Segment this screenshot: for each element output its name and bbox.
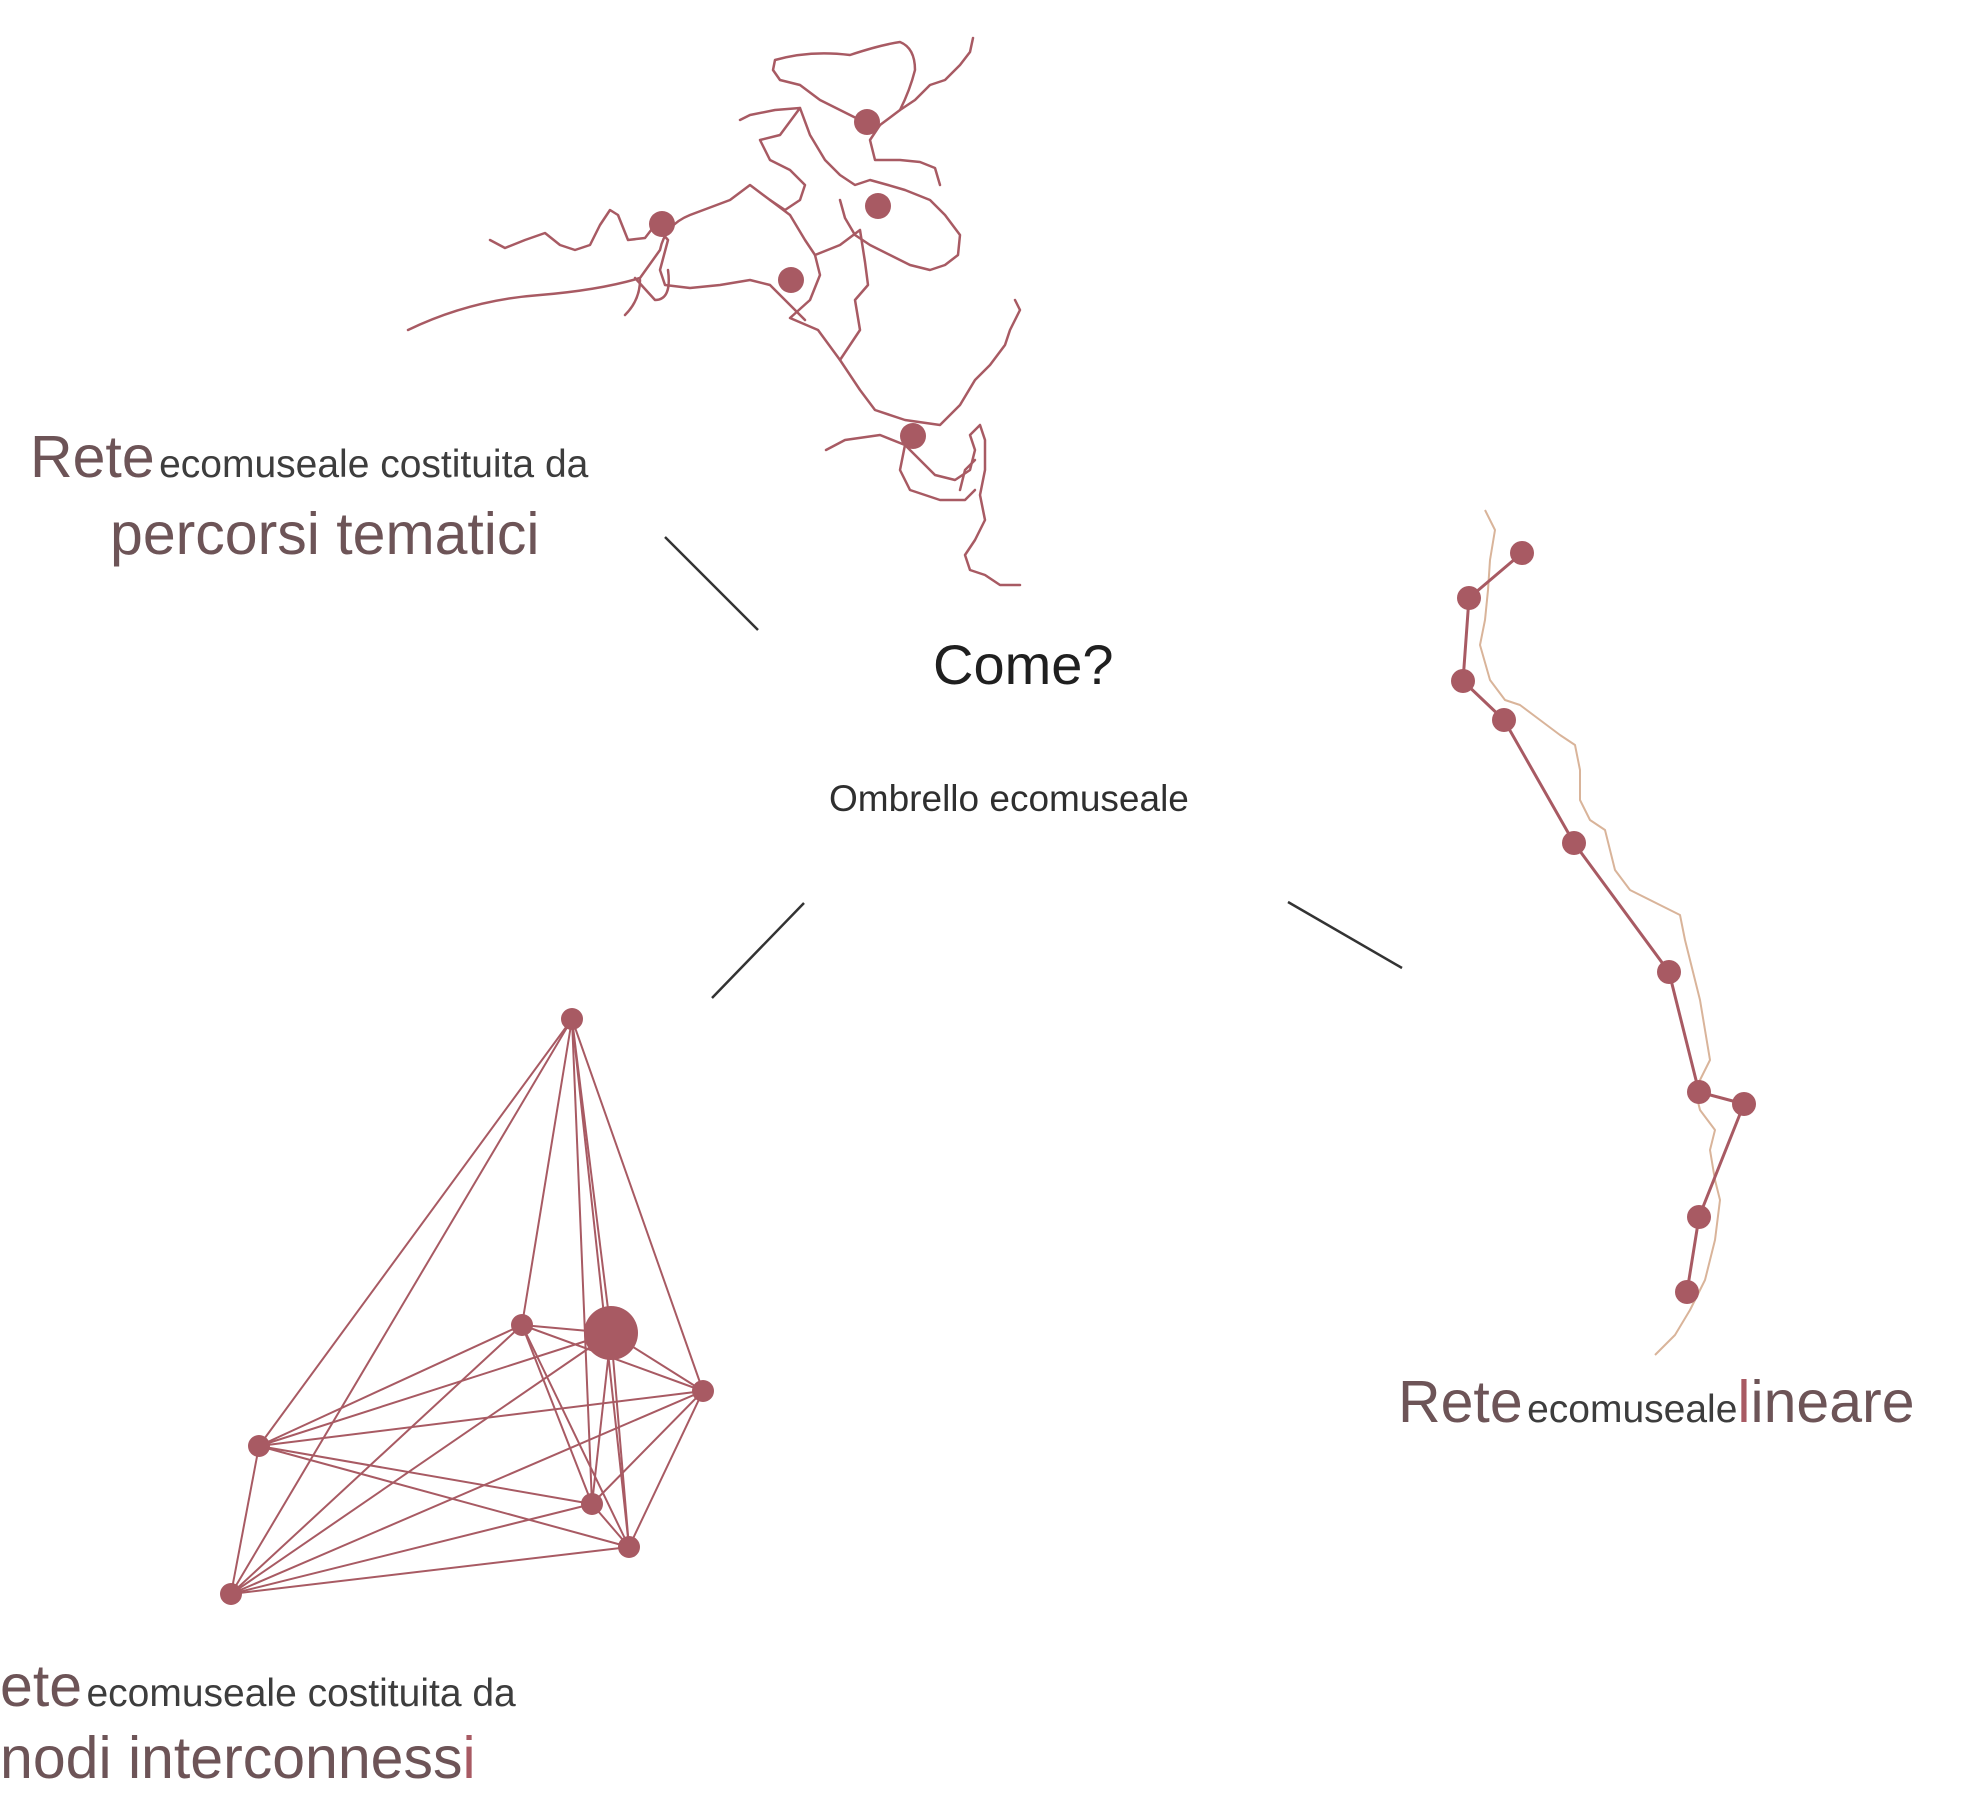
- linear-route: [1461, 551, 1746, 1293]
- linear-label-emph: ineare: [1750, 1369, 1915, 1435]
- node-edge: [230, 1503, 593, 1595]
- center-subtitle: Ombrello ecomuseale: [829, 778, 1189, 819]
- network-node: [220, 1583, 242, 1605]
- network-node: [581, 1493, 603, 1515]
- nodes-label-big: ete: [0, 1653, 83, 1719]
- linear-stop: [1457, 586, 1481, 610]
- linear-label-accent: l: [1737, 1369, 1751, 1435]
- node-edge: [571, 1018, 593, 1505]
- node-edge: [258, 1332, 612, 1447]
- thematic-stop: [778, 267, 804, 293]
- linear-stop: [1687, 1080, 1711, 1104]
- connector-linear: [1287, 900, 1403, 970]
- node-edge: [610, 1332, 630, 1548]
- linear-stop: [1675, 1280, 1699, 1304]
- linear-stop: [1657, 960, 1681, 984]
- thematic-label-line1: Rete ecomuseale costituita da: [30, 423, 588, 491]
- connector-nodes: [711, 902, 805, 999]
- linear-stop: [1687, 1205, 1711, 1229]
- linear-stop: [1510, 541, 1534, 565]
- thematic-routes-map: [406, 36, 1022, 587]
- nodes-label-line1: ete ecomuseale costituita da: [0, 1652, 516, 1720]
- linear-network: [1451, 509, 1756, 1356]
- node-edge: [521, 1324, 630, 1548]
- node-edge: [591, 1332, 612, 1505]
- node-edge: [258, 1018, 573, 1447]
- node-edge: [230, 1332, 612, 1595]
- node-edge: [521, 1324, 593, 1505]
- thematic-label-emph: percorsi tematici: [110, 501, 540, 567]
- thematic-stop: [900, 423, 926, 449]
- node-edge: [230, 1546, 630, 1595]
- network-node: [692, 1380, 714, 1402]
- thematic-stop: [854, 109, 880, 135]
- node-edge: [230, 1324, 523, 1595]
- node-dots: [220, 1008, 714, 1605]
- node-edge: [521, 1018, 573, 1326]
- linear-stops: [1451, 541, 1756, 1304]
- thematic-stop: [649, 211, 675, 237]
- linear-stop: [1492, 708, 1516, 732]
- thematic-route-stops: [649, 109, 926, 449]
- network-node: [618, 1536, 640, 1558]
- node-edge: [571, 1018, 704, 1392]
- linear-label-small: ecomuseale: [1527, 1388, 1738, 1431]
- nodes-label-line2: nodi interconnessi: [0, 1724, 476, 1792]
- node-edge: [258, 1445, 593, 1505]
- nodes-label-emph: nodi interconness: [0, 1725, 463, 1791]
- connector-lines: [664, 536, 1403, 999]
- network-node: [561, 1008, 583, 1030]
- network-node: [511, 1314, 533, 1336]
- node-edges: [230, 1018, 704, 1595]
- node-edge: [258, 1445, 630, 1548]
- node-edge: [258, 1390, 704, 1447]
- center-question: Come?: [933, 633, 1114, 696]
- node-edge: [258, 1324, 523, 1447]
- linear-label-big: Rete: [1398, 1369, 1523, 1435]
- linear-label: Rete ecomusealelineare: [1398, 1368, 1915, 1436]
- node-edge: [591, 1390, 704, 1505]
- thematic-label-small: ecomuseale costituita da: [159, 443, 589, 486]
- node-edge: [571, 1018, 630, 1548]
- linear-stop: [1562, 831, 1586, 855]
- connector-thematic: [664, 536, 759, 631]
- thematic-label-big: Rete: [30, 424, 155, 490]
- thematic-stop: [865, 193, 891, 219]
- node-edge: [230, 1445, 260, 1595]
- nodes-label-small: ecomuseale costituita da: [86, 1672, 516, 1715]
- hub-node: [584, 1306, 638, 1360]
- linear-trail-background: [1479, 509, 1721, 1356]
- linear-stop: [1732, 1092, 1756, 1116]
- network-node: [248, 1435, 270, 1457]
- node-network: [220, 1008, 714, 1605]
- nodes-label-accent: i: [462, 1725, 476, 1791]
- node-edge: [628, 1390, 704, 1548]
- node-edge: [230, 1018, 573, 1595]
- node-edge: [230, 1390, 704, 1595]
- linear-stop: [1451, 669, 1475, 693]
